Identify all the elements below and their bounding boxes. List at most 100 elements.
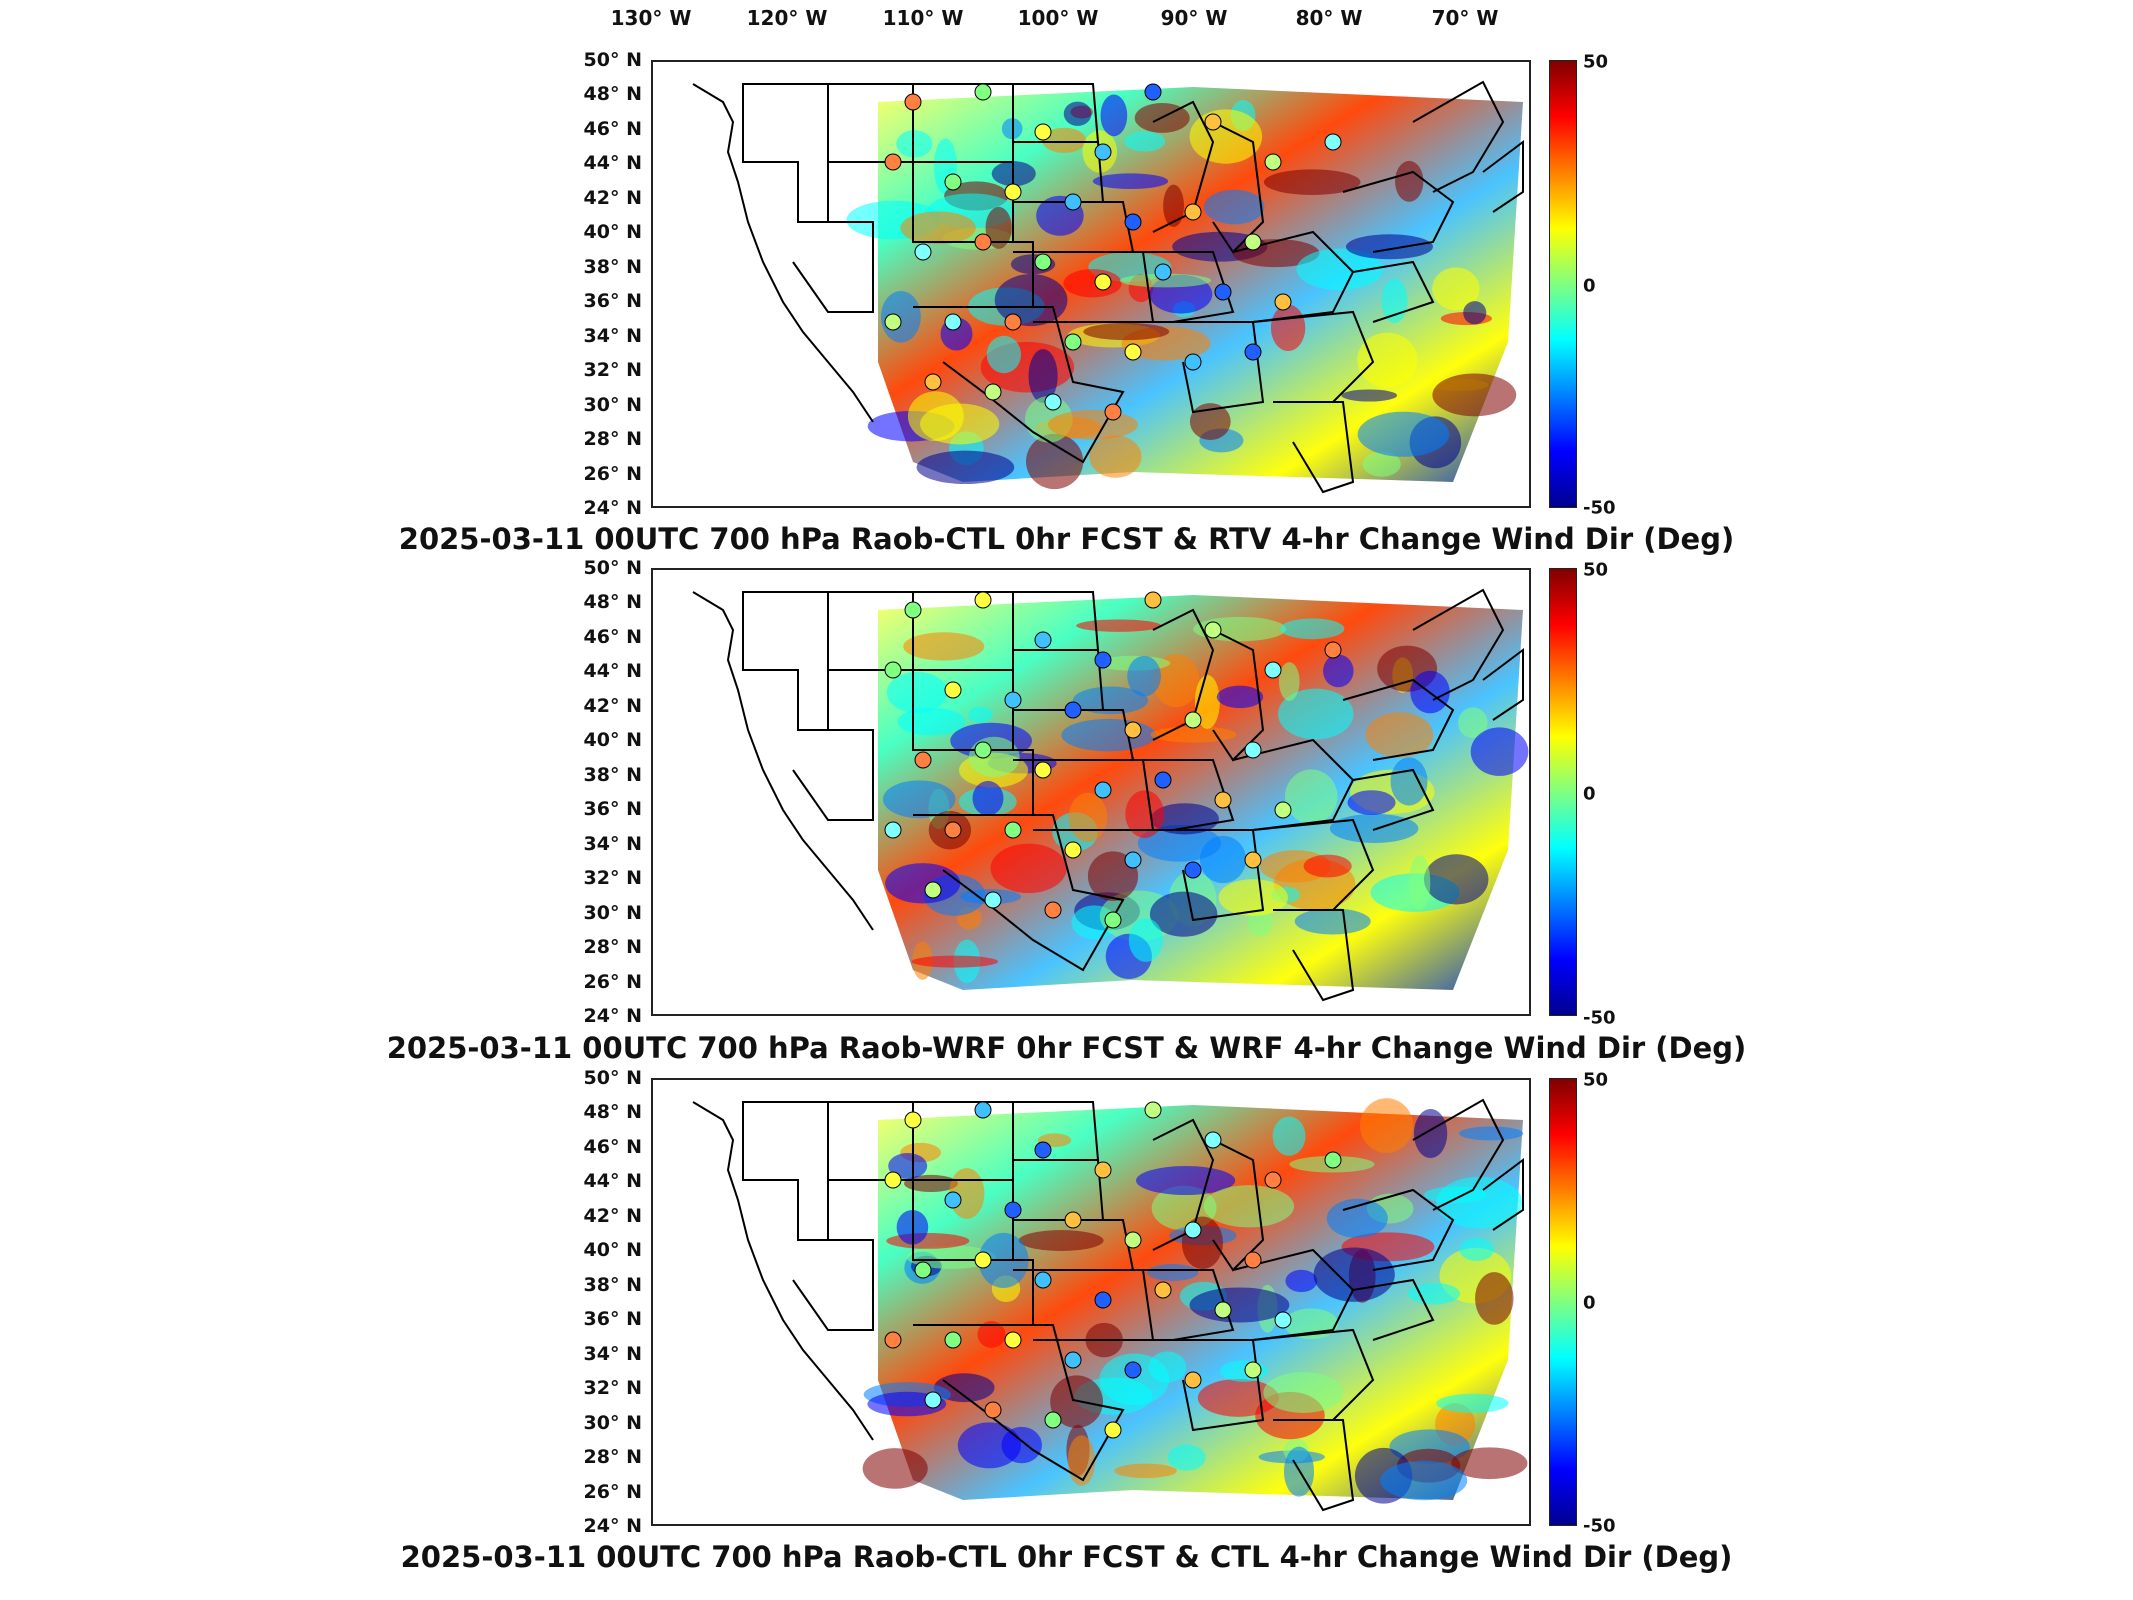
lon-label: 80° W bbox=[1295, 6, 1363, 30]
lat-label: 36° N bbox=[583, 290, 642, 313]
state-boundary bbox=[692, 591, 874, 931]
lat-label: 26° N bbox=[583, 970, 642, 993]
field-blob bbox=[1068, 792, 1108, 842]
raob-station-marker bbox=[1004, 313, 1022, 331]
raob-station-marker bbox=[884, 1171, 902, 1189]
raob-station-marker bbox=[884, 313, 902, 331]
raob-station-marker bbox=[1004, 1331, 1022, 1349]
field-blob bbox=[882, 780, 956, 819]
raob-station-marker bbox=[944, 821, 962, 839]
raob-station-marker bbox=[1264, 153, 1282, 171]
lon-label: 130° W bbox=[610, 6, 692, 30]
state-boundary bbox=[1152, 1118, 1215, 1251]
field-blob bbox=[1128, 918, 1163, 962]
raob-station-marker bbox=[1244, 851, 1262, 869]
field-blob bbox=[1028, 349, 1058, 403]
raob-station-marker bbox=[1244, 233, 1262, 251]
colorbar-mid-label: 0 bbox=[1583, 783, 1596, 805]
state-boundary bbox=[1482, 648, 1524, 721]
lat-label: 34° N bbox=[583, 832, 642, 855]
raob-station-marker bbox=[1184, 1371, 1202, 1389]
lat-label: 38° N bbox=[583, 255, 642, 278]
panel-title: 2025-03-11 00UTC 700 hPa Raob-CTL 0hr FC… bbox=[398, 522, 1735, 556]
lat-label: 42° N bbox=[583, 186, 642, 209]
field-blob bbox=[1395, 160, 1424, 202]
raob-station-marker bbox=[974, 233, 992, 251]
raob-station-marker bbox=[1324, 1151, 1342, 1169]
field-blob bbox=[1347, 790, 1396, 815]
state-boundary bbox=[1212, 121, 1265, 254]
raob-station-marker bbox=[944, 313, 962, 331]
colorbar-mid-label: 0 bbox=[1583, 275, 1596, 297]
lon-label: 90° W bbox=[1160, 6, 1228, 30]
field-blob bbox=[1362, 451, 1401, 477]
field-blob bbox=[1413, 1109, 1448, 1159]
raob-station-marker bbox=[974, 83, 992, 101]
field-blob bbox=[1061, 718, 1156, 752]
field-blob bbox=[1407, 1282, 1460, 1305]
panel-title: 2025-03-11 00UTC 700 hPa Raob-CTL 0hr FC… bbox=[400, 1540, 1733, 1574]
colorbar-max-label: 50 bbox=[1583, 51, 1609, 73]
lat-label: 30° N bbox=[583, 1411, 642, 1434]
state-boundary bbox=[1352, 768, 1435, 831]
raob-station-marker bbox=[944, 681, 962, 699]
field-blob bbox=[1463, 301, 1487, 325]
field-blob bbox=[916, 450, 1015, 485]
lat-label: 34° N bbox=[583, 324, 642, 347]
field-blob bbox=[1100, 94, 1128, 137]
raob-station-marker bbox=[904, 601, 922, 619]
field-blob bbox=[1303, 854, 1352, 878]
lat-label: 38° N bbox=[583, 1273, 642, 1296]
field-blob bbox=[1092, 173, 1169, 190]
raob-station-marker bbox=[1094, 781, 1112, 799]
field-blob bbox=[1189, 403, 1231, 440]
lat-label: 50° N bbox=[583, 49, 642, 71]
state-boundary bbox=[1152, 100, 1215, 233]
lat-label: 32° N bbox=[583, 359, 642, 382]
field-blob bbox=[1436, 1393, 1509, 1413]
lat-label: 40° N bbox=[583, 1239, 642, 1262]
field-blob bbox=[1365, 712, 1434, 758]
colorbar-max-label: 50 bbox=[1583, 559, 1609, 581]
raob-station-marker bbox=[1264, 1171, 1282, 1189]
field-blob bbox=[897, 707, 966, 736]
field-blob bbox=[1125, 790, 1164, 838]
field-blob bbox=[1285, 1269, 1318, 1293]
colorbar bbox=[1549, 568, 1577, 1016]
lat-label: 24° N bbox=[583, 497, 642, 519]
raob-station-marker bbox=[1124, 851, 1142, 869]
raob-station-marker bbox=[1324, 641, 1342, 659]
raob-station-marker bbox=[1034, 631, 1052, 649]
field-blob bbox=[1357, 332, 1418, 388]
field-blob bbox=[1041, 127, 1087, 153]
lat-label: 44° N bbox=[583, 1170, 642, 1193]
field-blob bbox=[1218, 879, 1288, 916]
raob-station-marker bbox=[1184, 203, 1202, 221]
lat-label: 46° N bbox=[583, 1135, 642, 1158]
raob-station-marker bbox=[1124, 213, 1142, 231]
field-blob bbox=[1150, 803, 1219, 835]
colorbar-mid-label: 0 bbox=[1583, 1292, 1596, 1314]
state-boundary bbox=[1482, 1158, 1524, 1231]
raob-station-marker bbox=[884, 661, 902, 679]
raob-station-marker bbox=[1214, 1301, 1232, 1319]
field-blob bbox=[1451, 1447, 1528, 1480]
raob-station-marker bbox=[1004, 183, 1022, 201]
state-boundary bbox=[792, 1239, 874, 1331]
field-blob bbox=[1063, 269, 1122, 298]
field-blob bbox=[1381, 278, 1408, 324]
raob-station-marker bbox=[974, 591, 992, 609]
raob-station-marker bbox=[1004, 821, 1022, 839]
field-blob bbox=[1277, 688, 1354, 740]
field-blob bbox=[1345, 234, 1434, 260]
raob-station-marker bbox=[1104, 1421, 1122, 1439]
raob-station-marker bbox=[1244, 1251, 1262, 1269]
field-blob bbox=[906, 1245, 996, 1269]
map-svg bbox=[692, 80, 1524, 494]
state-boundary bbox=[1352, 1278, 1435, 1341]
lat-label: 50° N bbox=[583, 557, 642, 579]
field-blob bbox=[1124, 131, 1166, 152]
raob-station-marker bbox=[1094, 1161, 1112, 1179]
state-boundary bbox=[1033, 251, 1155, 323]
raob-station-marker bbox=[924, 1391, 942, 1409]
